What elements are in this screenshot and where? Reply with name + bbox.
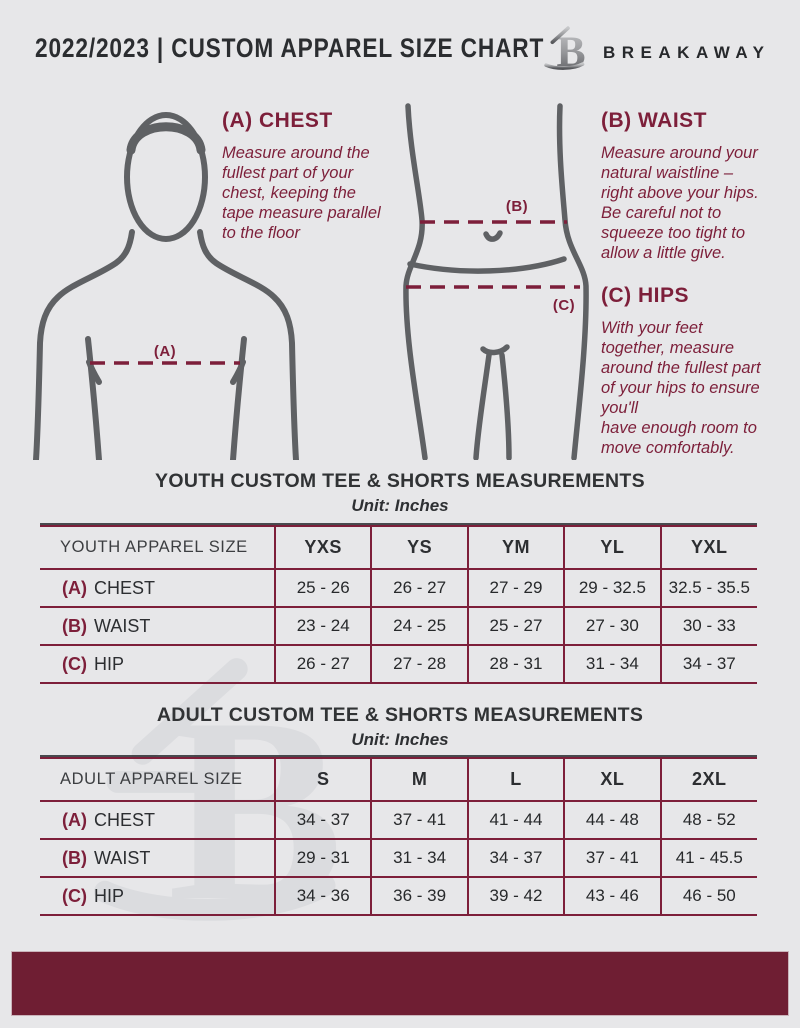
cell: 34 - 37 [273, 801, 372, 840]
chest-description: Measure around the fullest part of your … [222, 144, 381, 242]
cell: 28 - 31 [466, 645, 565, 683]
waist-guide: (B) WAIST Measure around your natural wa… [601, 109, 796, 264]
cell: 41 - 44 [466, 801, 565, 840]
table-row: (C) HIP 34 - 36 36 - 39 39 - 42 43 - 46 4… [40, 877, 757, 915]
hips-description: With your feet together, measure around … [601, 319, 761, 457]
table-row: (B) WAIST 29 - 31 31 - 34 34 - 37 37 - 41… [40, 839, 757, 878]
youth-size-table: YOUTH APPAREL SIZE YXS YS YM YL YXL (A) C… [40, 525, 757, 684]
column-header: L [466, 758, 565, 802]
cell: 27 - 29 [466, 569, 565, 608]
row-key: (A) [62, 809, 87, 830]
table-row: (A) CHEST 34 - 37 37 - 41 41 - 44 44 - 48… [40, 801, 757, 840]
cell: 48 - 52 [659, 801, 757, 840]
cell: 34 - 36 [273, 877, 372, 915]
hips-heading: (C) HIPS [601, 284, 689, 307]
chest-heading: (A) CHEST [222, 109, 333, 132]
row-name: HIP [94, 653, 125, 674]
table-row: (B) WAIST 23 - 24 24 - 25 25 - 27 27 - 30… [40, 607, 757, 646]
table-row: (C) HIP 26 - 27 27 - 28 28 - 31 31 - 34 3… [40, 645, 757, 683]
row-key: (B) [62, 847, 87, 868]
size-label: ADULT APPAREL SIZE [40, 758, 275, 802]
cell: 27 - 28 [370, 645, 468, 683]
column-header: 2XL [659, 758, 757, 802]
column-header: YM [466, 526, 565, 570]
cell: 26 - 27 [273, 645, 372, 683]
row-name: CHEST [94, 809, 156, 830]
cell: 31 - 34 [370, 839, 468, 878]
column-header: XL [563, 758, 661, 802]
cell: 34 - 37 [659, 645, 757, 683]
chest-guide: (A) CHEST Measure around the fullest par… [222, 109, 404, 244]
row-name: WAIST [94, 615, 151, 636]
table-row: (A) CHEST 25 - 26 26 - 27 27 - 29 29 - 32… [40, 569, 757, 608]
cell: 34 - 37 [466, 839, 565, 878]
brand-name: BREAKAWAY [603, 43, 771, 62]
column-header: YXL [659, 526, 757, 570]
column-header: YXS [273, 526, 372, 570]
page-title: 2022/2023 | CUSTOM APPAREL SIZE CHART [35, 33, 545, 63]
cell: 29 - 31 [273, 839, 372, 878]
chest-figure-illustration: (A) [33, 112, 299, 460]
waist-heading: (B) WAIST [601, 109, 707, 132]
cell: 43 - 46 [563, 877, 661, 915]
cell: 26 - 27 [370, 569, 468, 608]
cell: 39 - 42 [466, 877, 565, 915]
cell: 25 - 26 [273, 569, 372, 608]
breakaway-logo-icon: B [544, 26, 586, 76]
cell: 31 - 34 [563, 645, 661, 683]
row-key: (B) [62, 615, 87, 636]
waist-description: Measure around your natural waistline – … [601, 144, 759, 262]
cell: 36 - 39 [370, 877, 468, 915]
cell: 37 - 41 [370, 801, 468, 840]
cell: 46 - 50 [659, 877, 757, 915]
youth-table-title: YOUTH CUSTOM TEE & SHORTS MEASUREMENTS [155, 470, 645, 492]
cell: 24 - 25 [370, 607, 468, 646]
table-header-row: ADULT APPAREL SIZE S M L XL 2XL [40, 758, 757, 802]
hips-marker-label: (C) [553, 297, 575, 314]
row-key: (C) [62, 653, 87, 674]
footer-bar [11, 951, 789, 1016]
cell: 44 - 48 [563, 801, 661, 840]
column-header: YS [370, 526, 468, 570]
cell: 23 - 24 [273, 607, 372, 646]
cell: 32.5 - 35.5 [659, 569, 757, 608]
youth-table-subtitle: Unit: Inches [351, 496, 449, 515]
waist-marker-label: (B) [506, 198, 528, 215]
cell: 41 - 45.5 [659, 839, 757, 878]
hips-guide: (C) HIPS With your feet together, measur… [601, 284, 800, 459]
cell: 25 - 27 [466, 607, 565, 646]
cell: 30 - 33 [659, 607, 757, 646]
row-name: WAIST [94, 847, 151, 868]
column-header: S [273, 758, 372, 802]
adult-size-table: ADULT APPAREL SIZE S M L XL 2XL (A) CHEST… [40, 757, 757, 916]
cell: 27 - 30 [563, 607, 661, 646]
column-header: YL [563, 526, 661, 570]
waist-hips-figure-illustration: (B) (C) [403, 103, 589, 460]
row-name: HIP [94, 885, 125, 906]
table-header-row: YOUTH APPAREL SIZE YXS YS YM YL YXL [40, 526, 757, 570]
row-key: (C) [62, 885, 87, 906]
cell: 29 - 32.5 [563, 569, 661, 608]
cell: 37 - 41 [563, 839, 661, 878]
adult-table-subtitle: Unit: Inches [351, 730, 449, 749]
row-key: (A) [62, 577, 87, 598]
chest-marker-label: (A) [154, 343, 176, 360]
size-label: YOUTH APPAREL SIZE [40, 526, 275, 570]
column-header: M [370, 758, 468, 802]
adult-table-title: ADULT CUSTOM TEE & SHORTS MEASUREMENTS [156, 704, 644, 726]
row-name: CHEST [94, 577, 156, 598]
